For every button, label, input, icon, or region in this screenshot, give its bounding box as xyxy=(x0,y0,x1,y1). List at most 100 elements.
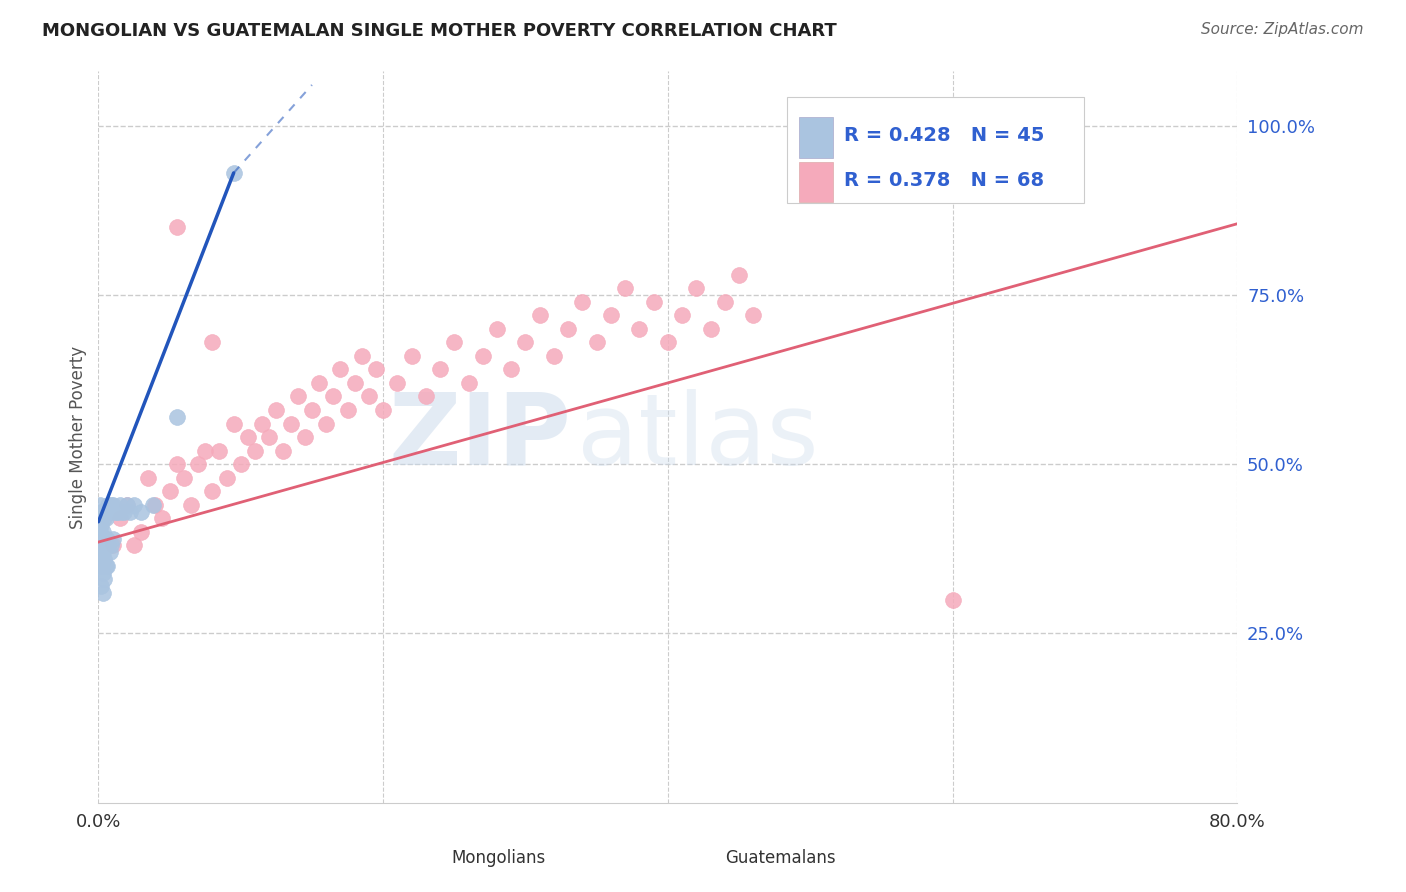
Point xyxy=(628,322,651,336)
Point xyxy=(215,471,238,485)
Point xyxy=(96,505,118,519)
Point xyxy=(387,376,409,390)
Bar xyxy=(690,843,716,872)
Point xyxy=(89,498,111,512)
Point xyxy=(486,322,509,336)
Point xyxy=(557,322,579,336)
Point xyxy=(187,457,209,471)
Y-axis label: Single Mother Poverty: Single Mother Poverty xyxy=(69,345,87,529)
Point xyxy=(222,417,245,431)
Point xyxy=(671,308,693,322)
Point xyxy=(97,538,120,552)
Point xyxy=(105,505,128,519)
Point xyxy=(90,518,112,533)
Point xyxy=(112,505,135,519)
Point xyxy=(122,498,145,512)
Text: R = 0.428   N = 45: R = 0.428 N = 45 xyxy=(845,127,1045,145)
Point xyxy=(129,524,152,539)
Point xyxy=(364,362,387,376)
Point xyxy=(93,511,115,525)
Point xyxy=(90,538,112,552)
Bar xyxy=(418,843,443,872)
Point xyxy=(201,335,224,350)
Point xyxy=(222,166,245,180)
Point xyxy=(90,579,112,593)
Point xyxy=(89,538,111,552)
Point xyxy=(266,403,288,417)
Point xyxy=(97,498,120,512)
Point xyxy=(93,532,115,546)
Point xyxy=(429,362,451,376)
Point xyxy=(357,389,380,403)
Point xyxy=(91,566,114,580)
Text: atlas: atlas xyxy=(576,389,818,485)
Point xyxy=(201,484,224,499)
Point xyxy=(273,443,295,458)
Text: R = 0.378   N = 68: R = 0.378 N = 68 xyxy=(845,170,1045,190)
Point xyxy=(122,538,145,552)
Point xyxy=(145,498,167,512)
Point xyxy=(101,498,124,512)
Point xyxy=(229,457,252,471)
Point xyxy=(471,349,494,363)
Point xyxy=(91,545,114,559)
Point xyxy=(118,505,141,519)
Point xyxy=(136,471,159,485)
Point xyxy=(94,558,117,573)
Point xyxy=(336,403,359,417)
Point xyxy=(250,417,273,431)
Point xyxy=(315,417,337,431)
Point xyxy=(294,430,316,444)
Point xyxy=(350,349,373,363)
Point xyxy=(100,498,122,512)
Text: MONGOLIAN VS GUATEMALAN SINGLE MOTHER POVERTY CORRELATION CHART: MONGOLIAN VS GUATEMALAN SINGLE MOTHER PO… xyxy=(42,22,837,40)
Point xyxy=(108,511,131,525)
Point xyxy=(89,524,111,539)
Point xyxy=(501,362,523,376)
Point xyxy=(166,409,188,424)
Point xyxy=(529,308,551,322)
Point xyxy=(94,511,117,525)
Text: ZIP: ZIP xyxy=(388,389,571,485)
Point xyxy=(98,545,121,559)
Point xyxy=(714,294,737,309)
Point xyxy=(742,308,765,322)
Text: Source: ZipAtlas.com: Source: ZipAtlas.com xyxy=(1201,22,1364,37)
Point xyxy=(93,572,115,586)
Point xyxy=(101,532,124,546)
Point xyxy=(301,403,323,417)
Point xyxy=(166,220,188,235)
FancyBboxPatch shape xyxy=(787,97,1084,203)
Point xyxy=(308,376,330,390)
Point xyxy=(98,505,121,519)
Bar xyxy=(799,162,832,202)
Point xyxy=(443,335,465,350)
Point xyxy=(322,389,344,403)
Point xyxy=(90,505,112,519)
Point xyxy=(166,457,188,471)
Point xyxy=(571,294,593,309)
Point xyxy=(457,376,479,390)
Point xyxy=(236,430,259,444)
Point xyxy=(614,281,637,295)
Point xyxy=(129,505,152,519)
Point xyxy=(110,505,132,519)
Point xyxy=(94,538,117,552)
Point xyxy=(287,389,309,403)
Point xyxy=(104,505,127,519)
Point xyxy=(101,538,124,552)
Point xyxy=(89,511,111,525)
Point xyxy=(89,552,111,566)
Point xyxy=(329,362,352,376)
Point xyxy=(96,532,118,546)
Point xyxy=(401,349,423,363)
Text: Mongolians: Mongolians xyxy=(451,848,546,867)
Point xyxy=(159,484,181,499)
Point xyxy=(173,471,195,485)
Point xyxy=(108,498,131,512)
Point xyxy=(152,511,174,525)
Point xyxy=(600,308,623,322)
Point xyxy=(141,498,163,512)
Point xyxy=(585,335,607,350)
Point xyxy=(280,417,302,431)
